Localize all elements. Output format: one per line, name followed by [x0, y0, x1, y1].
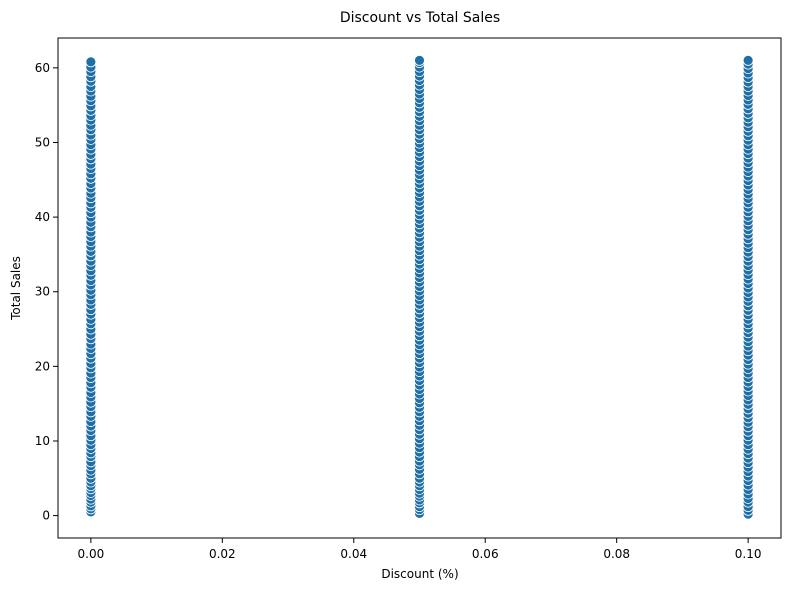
x-tick-label: 0.06 — [472, 547, 499, 561]
y-tick-label: 20 — [35, 359, 50, 373]
plot-frame — [57, 37, 782, 539]
x-axis-ticks: 0.00 0.02 0.04 0.06 0.08 0.10 — [78, 538, 762, 561]
x-tick-label: 0.04 — [340, 547, 367, 561]
data-point — [414, 54, 425, 66]
y-tick-label: 60 — [35, 61, 50, 75]
y-tick-label: 50 — [35, 135, 50, 149]
x-tick-label: 0.02 — [209, 547, 236, 561]
x-tick-label: 0.10 — [735, 547, 762, 561]
x-tick-label: 0.08 — [603, 547, 630, 561]
y-axis-ticks: 0 10 20 30 40 50 60 — [35, 61, 58, 523]
data-point — [742, 54, 754, 66]
x-tick-label: 0.00 — [78, 547, 105, 561]
y-tick-label: 40 — [35, 210, 50, 224]
y-tick-label: 30 — [35, 285, 50, 299]
x-axis-label: Discount (%) — [381, 567, 458, 581]
y-tick-label: 0 — [42, 509, 50, 523]
points-layer — [85, 54, 754, 520]
chart-title: Discount vs Total Sales — [340, 10, 500, 26]
y-axis-label: Total Sales — [9, 256, 23, 321]
y-tick-label: 10 — [35, 434, 50, 448]
data-point — [85, 56, 97, 68]
